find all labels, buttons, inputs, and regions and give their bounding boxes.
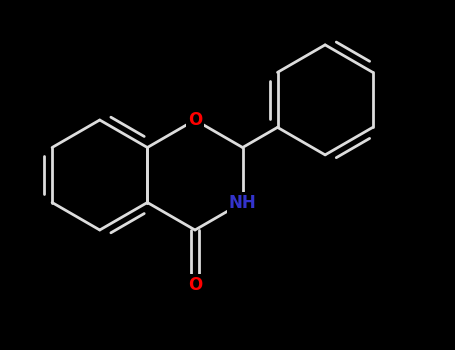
- Text: O: O: [188, 111, 202, 129]
- Text: NH: NH: [229, 194, 257, 211]
- Text: O: O: [188, 276, 202, 294]
